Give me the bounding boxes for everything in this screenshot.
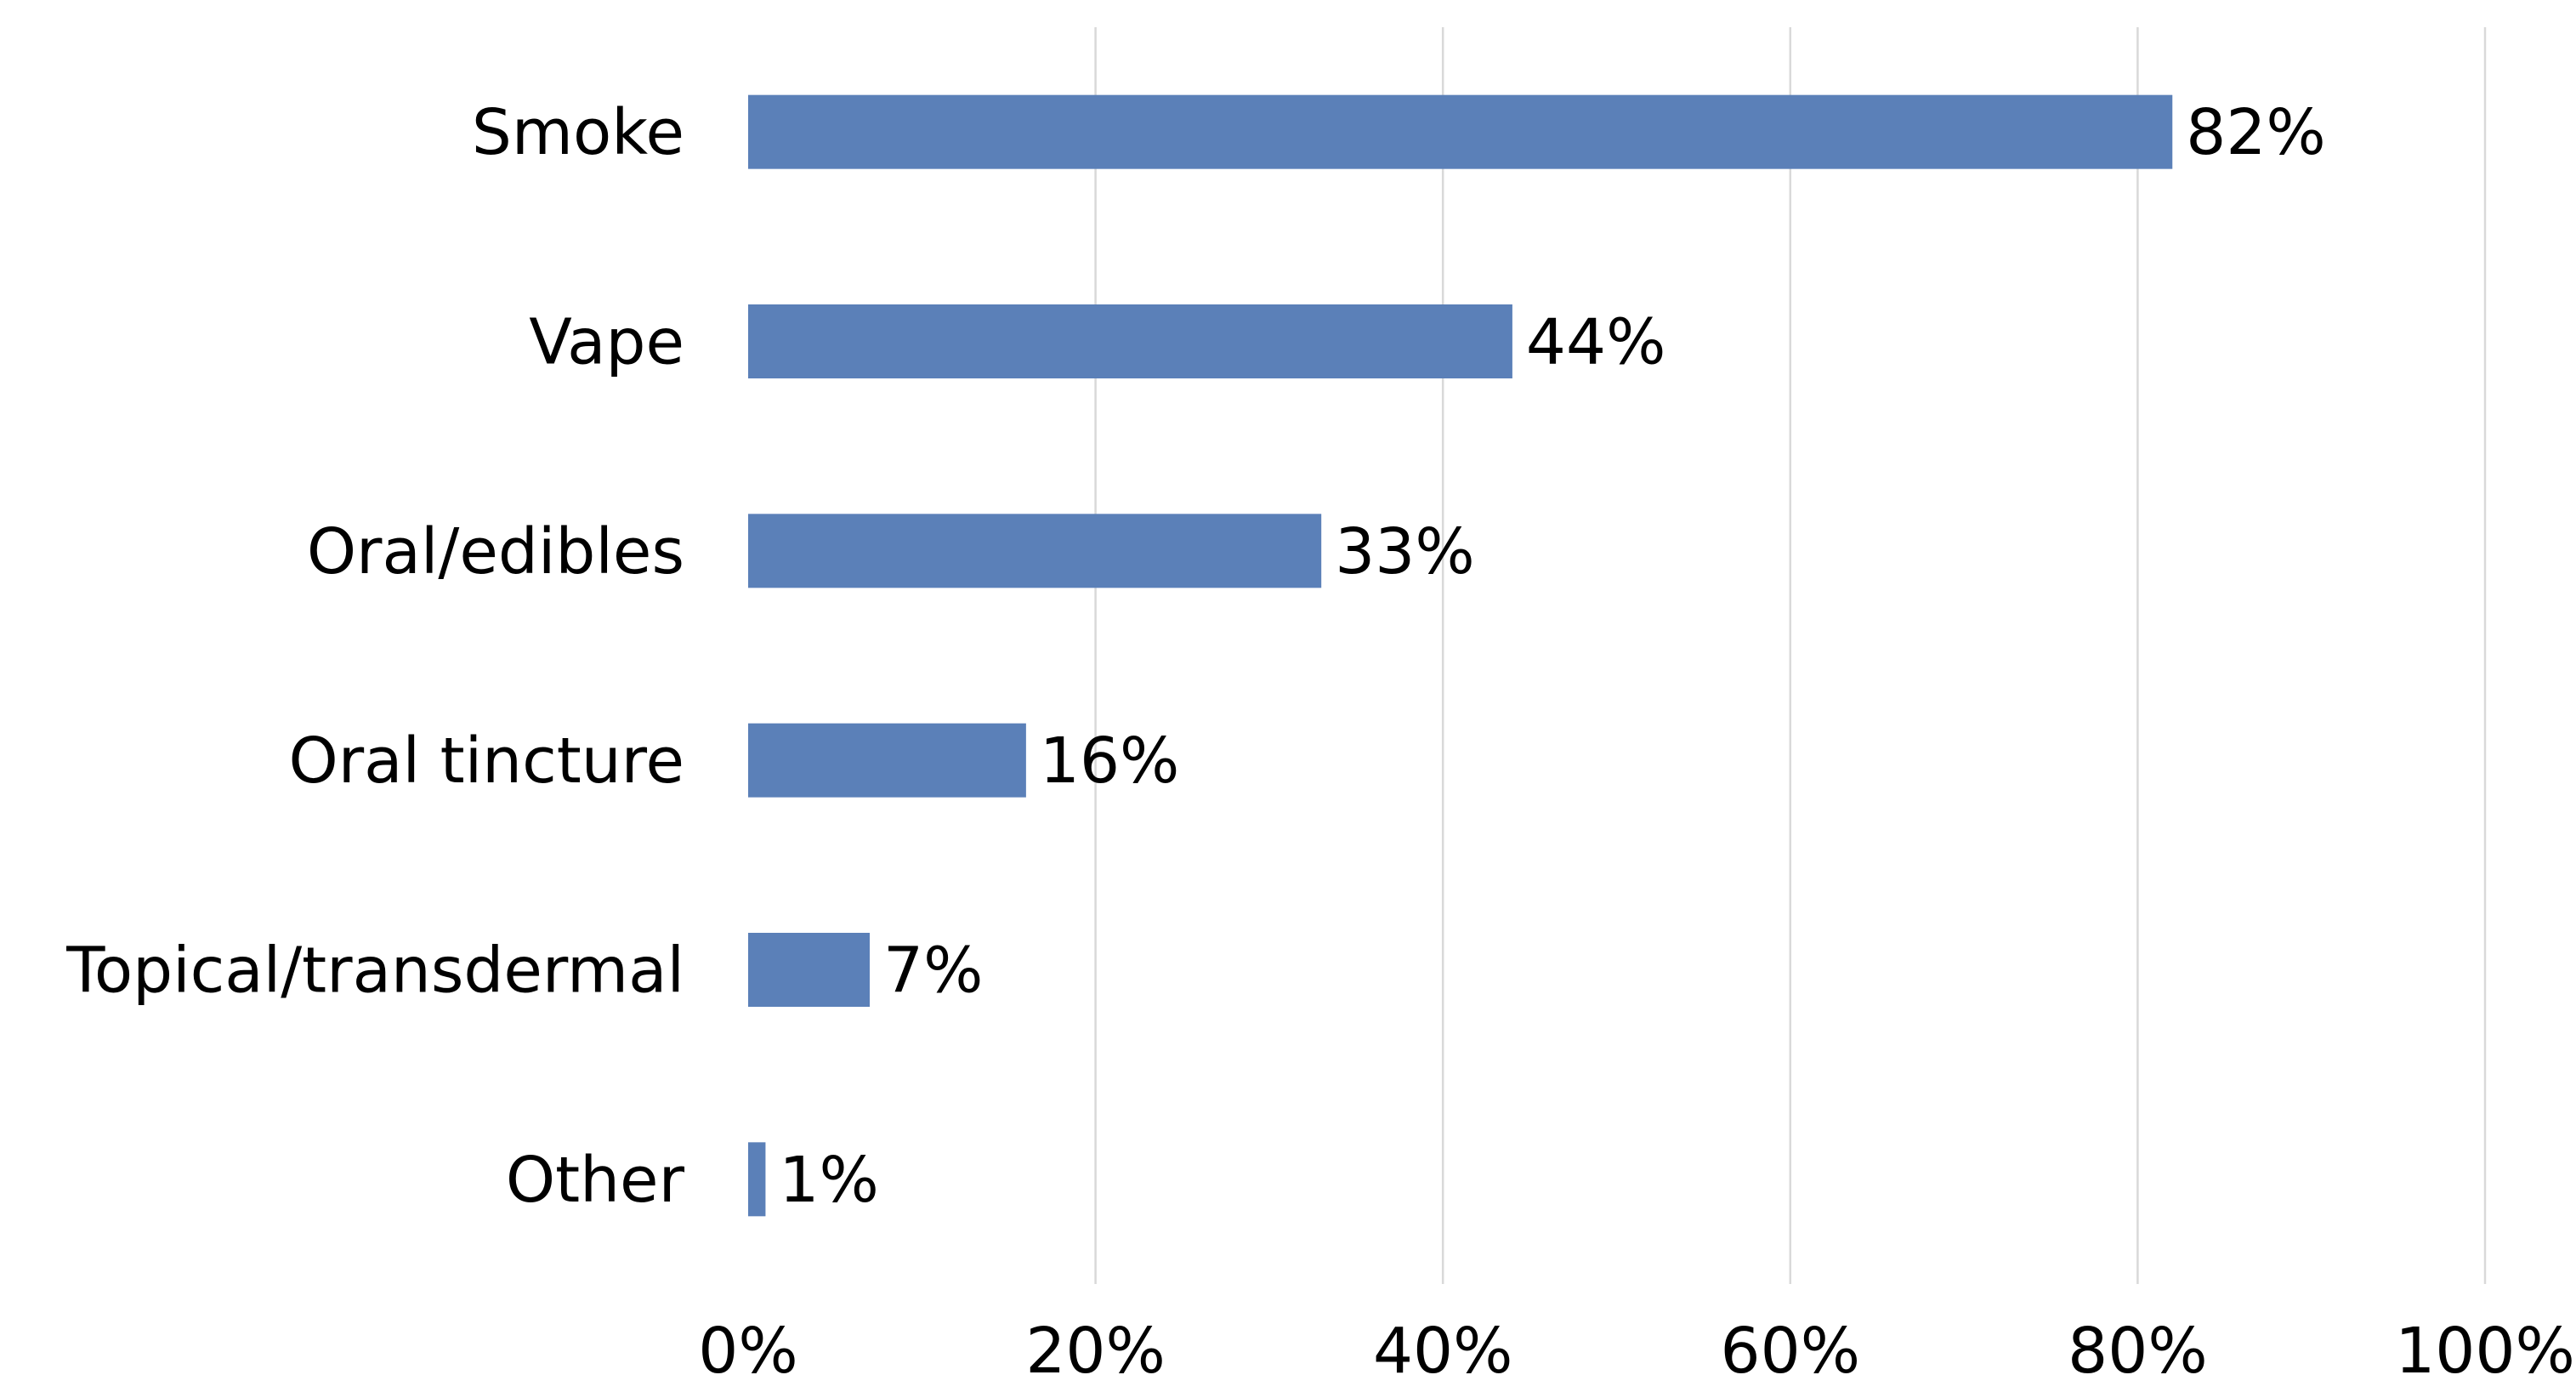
bar-oral-tincture: [748, 723, 1026, 798]
bar-oral-edibles: [748, 514, 1322, 588]
category-label: Oral tincture: [289, 724, 685, 798]
category-label: Vape: [529, 306, 684, 379]
x-tick-label: 80%: [2068, 1315, 2207, 1388]
labels-layer: 0% 20% 40% 60% 80% 100% Smoke 82% Vape 44% Oral/ed…: [65, 96, 2575, 1388]
bar-other: [748, 1142, 766, 1217]
x-tick-label: 20%: [1025, 1315, 1165, 1388]
grid-layer: [1094, 27, 2487, 1284]
data-label: 33%: [1335, 515, 1474, 588]
x-tick-label: 0%: [698, 1315, 797, 1388]
x-tick-label: 60%: [1721, 1315, 1860, 1388]
bar-vape: [748, 304, 1512, 378]
data-label: 16%: [1040, 724, 1179, 798]
bar-topical-transdermal: [748, 933, 871, 1007]
data-label: 1%: [779, 1144, 878, 1217]
data-label: 44%: [1526, 306, 1665, 379]
category-label: Other: [506, 1144, 685, 1217]
x-tick-label: 100%: [2395, 1315, 2575, 1388]
category-label: Oral/edibles: [307, 515, 684, 588]
bar-smoke: [748, 94, 2173, 169]
data-label: 82%: [2186, 96, 2325, 169]
category-label: Smoke: [472, 96, 684, 169]
bars-layer: [748, 94, 2173, 1217]
category-label: Topical/transdermal: [65, 935, 684, 1008]
x-tick-label: 40%: [1373, 1315, 1512, 1388]
data-label: 7%: [883, 935, 983, 1008]
